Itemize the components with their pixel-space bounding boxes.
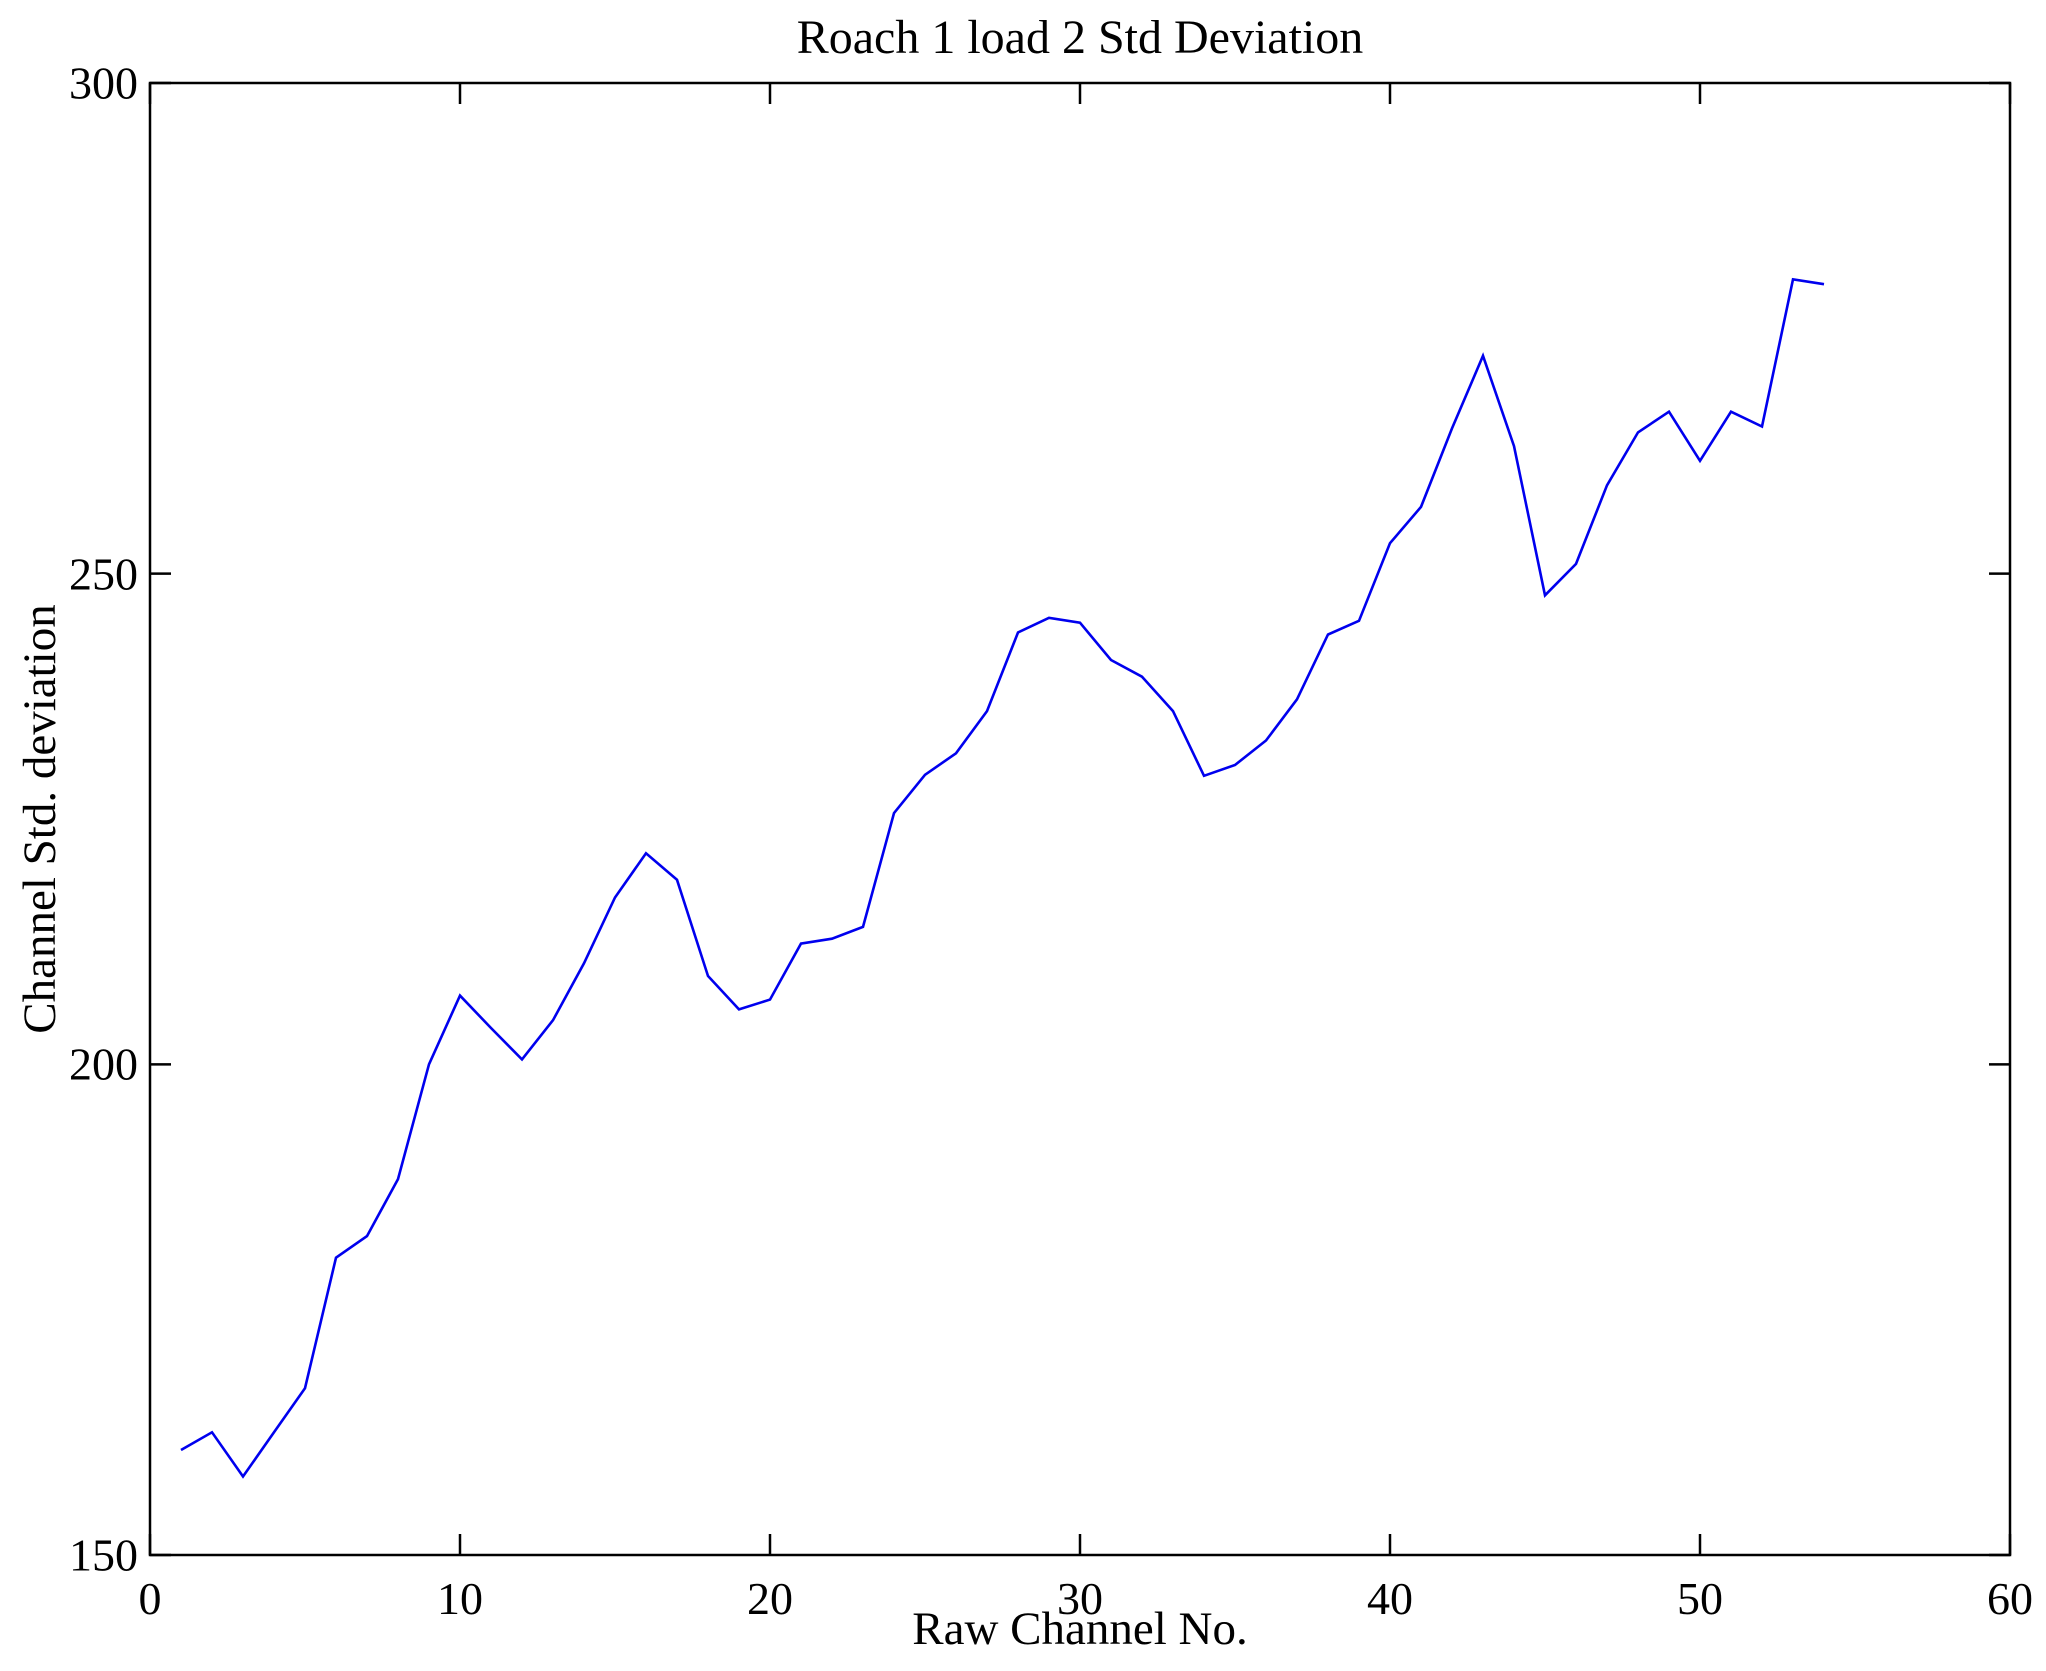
y-tick-label: 200 xyxy=(69,1038,138,1090)
x-tick-label: 40 xyxy=(1367,1573,1413,1624)
y-tick-label: 250 xyxy=(69,548,138,600)
y-tick-label: 300 xyxy=(69,57,138,109)
y-tick-label: 150 xyxy=(69,1529,138,1581)
chart-title: Roach 1 load 2 Std Deviation xyxy=(796,11,1364,64)
plot-border xyxy=(148,81,2012,1557)
x-tick-label: 30 xyxy=(1057,1573,1103,1624)
x-tick-label: 50 xyxy=(1677,1573,1723,1624)
x-tick-label: 0 xyxy=(138,1573,162,1624)
x-tick-label: 20 xyxy=(747,1573,793,1624)
x-tick-label: 60 xyxy=(1987,1573,2033,1624)
x-axis-label: Raw Channel No. xyxy=(912,1603,1248,1655)
x-tick-label: 10 xyxy=(437,1573,483,1624)
data-line xyxy=(180,277,1825,1479)
